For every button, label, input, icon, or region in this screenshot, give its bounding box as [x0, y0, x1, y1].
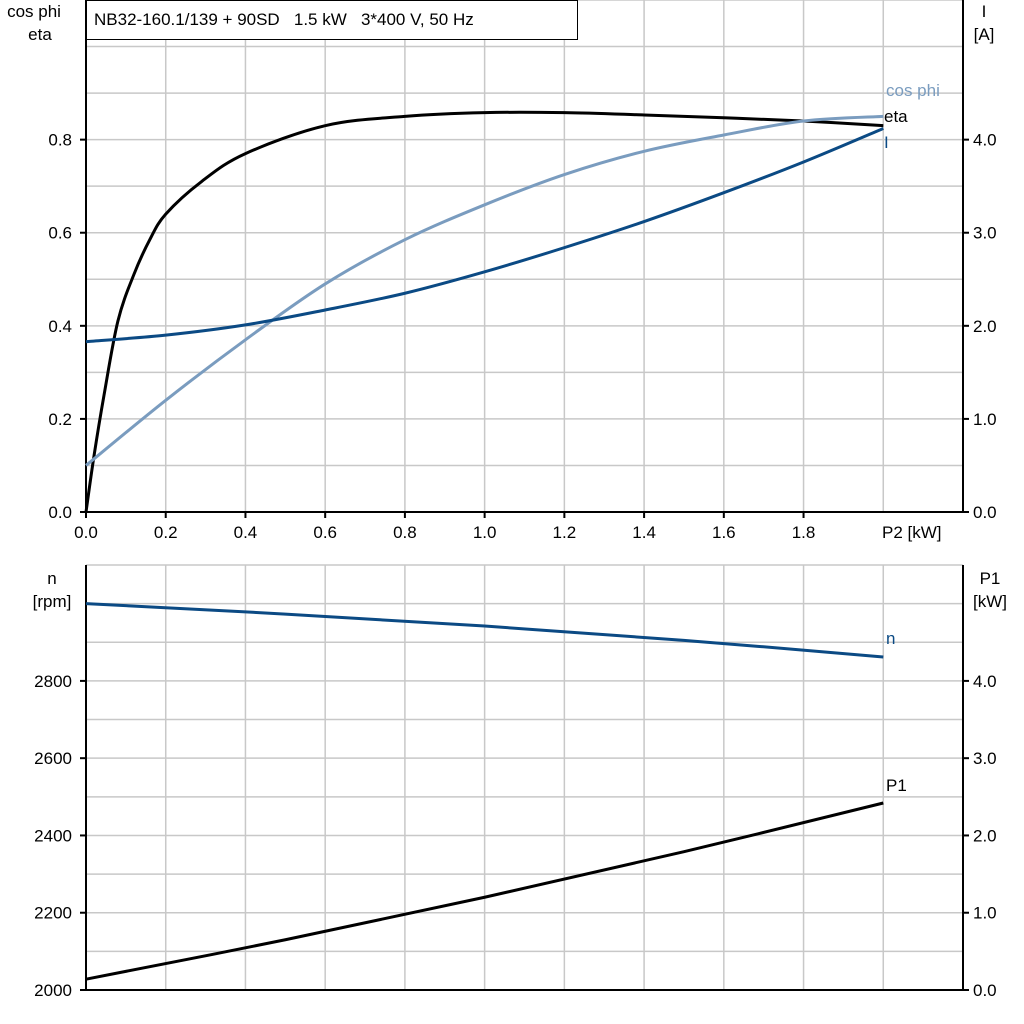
y-tick-label-right: 4.0: [973, 672, 997, 691]
x-tick-label: 0.2: [154, 523, 178, 542]
efficiency-panel: 0.0 0.2 0.4 0.6 0.8 0.0 1.0 2.0 3.0 4.0 0.0 0.2 0.4 0…: [48, 0, 997, 542]
y-tick-label-left: 2200: [34, 904, 72, 923]
x-tick-label: 1.6: [712, 523, 736, 542]
y-tick-label-left: 2600: [34, 749, 72, 768]
chart-title: NB32-160.1/139 + 90SD 1.5 kW 3*400 V, 50…: [94, 10, 474, 29]
y-tick-label-right: 3.0: [973, 749, 997, 768]
right-axis-label-bottom-2: [kW]: [973, 592, 1007, 611]
y-tick-label-right: 3.0: [973, 224, 997, 243]
right-axis-label-top-1: I: [982, 2, 987, 21]
left-axis-label-bottom-1: n: [47, 569, 56, 588]
series-line-cos-phi: [85, 114, 884, 467]
series-line-p1: [85, 801, 884, 981]
series-line-i: [85, 127, 884, 344]
y-tick-label-left: 0.8: [48, 131, 72, 150]
series-label-n: n: [886, 629, 895, 648]
left-axis-label-top-2: eta: [28, 25, 52, 44]
y-tick-label-left: 0.4: [48, 317, 72, 336]
y-tick-label-right: 0.0: [973, 981, 997, 1000]
series-label-eta: eta: [884, 107, 908, 126]
x-tick-label: 0.8: [393, 523, 417, 542]
x-tick-label: 1.8: [792, 523, 816, 542]
x-tick-label: 1.0: [473, 523, 497, 542]
y-tick-label-right: 0.0: [973, 503, 997, 522]
series-line-n: [85, 602, 884, 659]
left-axis-label-bottom-2: [rpm]: [33, 592, 72, 611]
series-label-p1: P1: [886, 776, 907, 795]
speed-power-panel: 2000 2200 2400 2600 2800 0.0 1.0 2.0 3.0 4.0 n P1: [34, 564, 997, 1000]
left-axis-label-top-1: cos phi: [7, 2, 61, 21]
y-tick-label-right: 2.0: [973, 826, 997, 845]
series-label-cos-phi: cos phi: [886, 81, 940, 100]
x-tick-label: 0.6: [313, 523, 337, 542]
x-tick-label: 1.2: [553, 523, 577, 542]
y-tick-label-right: 4.0: [973, 131, 997, 150]
right-axis-label-top-2: [A]: [974, 25, 995, 44]
title-box: [86, 0, 578, 40]
y-tick-label-left: 2000: [34, 981, 72, 1000]
right-axis-label-bottom-1: P1: [980, 569, 1001, 588]
x-tick-label: 0.0: [74, 523, 98, 542]
y-tick-label-right: 1.0: [973, 410, 997, 429]
y-tick-label-left: 2400: [34, 826, 72, 845]
y-tick-label-left: 0.2: [48, 410, 72, 429]
y-tick-label-left: 2800: [34, 672, 72, 691]
series-line-eta: [84, 110, 884, 513]
y-tick-label-right: 1.0: [973, 904, 997, 923]
x-tick-label: 1.4: [632, 523, 656, 542]
x-tick-label: 0.4: [234, 523, 258, 542]
y-tick-label-left: 0.6: [48, 224, 72, 243]
x-axis-label: P2 [kW]: [882, 523, 942, 542]
y-tick-label-left: 0.0: [48, 503, 72, 522]
y-tick-label-right: 2.0: [973, 317, 997, 336]
series-label-i: I: [884, 133, 889, 152]
